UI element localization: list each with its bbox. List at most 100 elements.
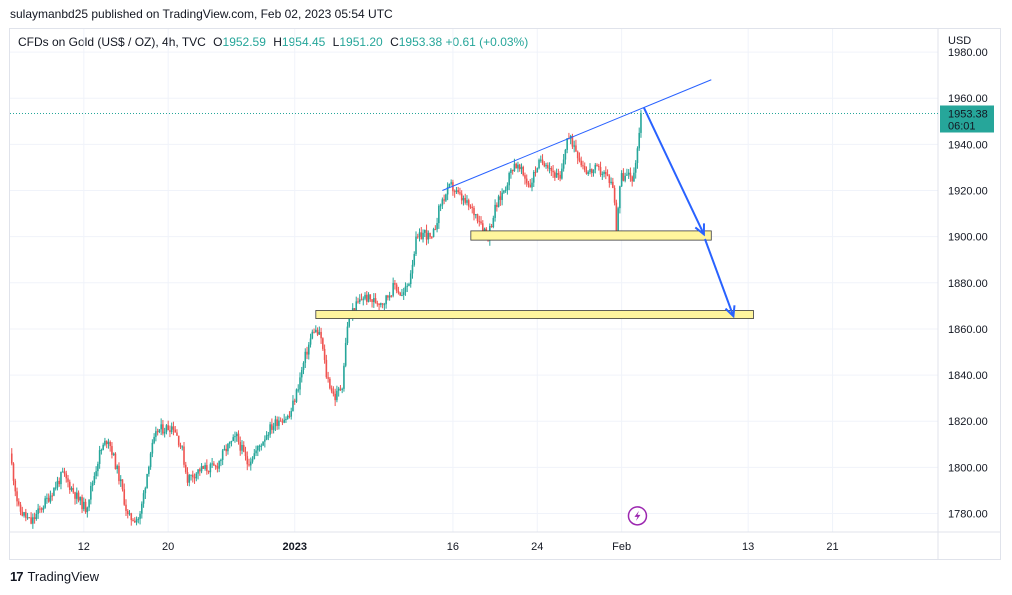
candle-body (272, 426, 275, 430)
candle-body (606, 174, 609, 176)
candle-body (207, 471, 210, 473)
candle-body (46, 497, 48, 499)
candle-body (241, 444, 243, 451)
candle-body (232, 437, 235, 442)
candle-body (334, 393, 336, 401)
candle-body (228, 441, 231, 444)
candle-body (416, 236, 419, 238)
candle-body (629, 172, 632, 177)
projection-arrow (704, 238, 735, 317)
candle-body (355, 301, 358, 313)
candle-body (276, 419, 278, 426)
candle-body (17, 501, 20, 505)
time-axis[interactable]: 12 20 2023 16 24 Feb 13 21 (78, 541, 839, 553)
candle-body (633, 172, 635, 182)
candle-body (462, 197, 465, 201)
candle-body (68, 481, 71, 490)
price-axis[interactable]: 1780.00 1800.00 1820.00 1840.00 1860.00 1880.… (948, 47, 988, 520)
candle-body (478, 221, 481, 223)
candle-body (480, 221, 482, 224)
candle-body (295, 389, 298, 402)
candle-body (211, 463, 213, 465)
candle-body (439, 205, 442, 207)
candle-body (83, 501, 85, 510)
candle-body (573, 145, 575, 147)
candle-body (264, 439, 266, 442)
candle-body (126, 510, 129, 514)
price-tick-label: 1820.00 (948, 416, 988, 428)
legend-change: +0.61 (+0.03%) (445, 35, 529, 49)
candle-body (19, 504, 22, 512)
candle-body (501, 192, 503, 200)
last-price-tag: 1953.38 06:01 (940, 105, 994, 133)
candle-body (346, 326, 349, 343)
candle-body (348, 317, 351, 327)
candle-body (146, 473, 148, 489)
candle-body (302, 362, 305, 370)
candle-body (610, 181, 612, 183)
candle-body (626, 174, 628, 176)
candle-body (634, 163, 637, 173)
candle-body (39, 508, 41, 510)
candle-body (67, 478, 69, 482)
candle-body (128, 513, 131, 515)
candle-body (130, 513, 133, 521)
candle-body (325, 359, 328, 378)
candle-body (415, 236, 417, 255)
candle-body (541, 159, 544, 164)
time-tick-label: 21 (826, 541, 838, 553)
candle-body (476, 214, 479, 222)
projection-arrow (642, 107, 705, 235)
arrow-head-icon (694, 223, 705, 237)
candle-body (529, 184, 532, 188)
candle-body (91, 483, 94, 486)
candle-body (443, 199, 445, 201)
candle-body (239, 442, 242, 451)
candle-body (559, 174, 561, 179)
candle-body (545, 165, 547, 167)
candle-body (23, 512, 25, 516)
candle-body (271, 424, 273, 430)
candle-body (10, 453, 13, 464)
candle-body (133, 521, 136, 523)
candle-body (504, 190, 507, 192)
candle-body (401, 294, 403, 296)
candle-body (550, 168, 553, 171)
candle-body (320, 331, 322, 339)
candle-body (496, 204, 498, 207)
candle-body (260, 445, 263, 447)
candle-body (170, 426, 173, 433)
chart-frame (9, 28, 1001, 560)
candle-body (285, 418, 287, 420)
candle-body (114, 453, 117, 470)
candle-body (100, 449, 103, 451)
candle-body (466, 200, 468, 203)
candle-body (322, 338, 324, 349)
price-tick-label: 1920.00 (948, 186, 988, 198)
price-tick-label: 1980.00 (948, 47, 988, 59)
candle-body (32, 517, 34, 524)
candle-body (459, 192, 461, 194)
candle-body (522, 166, 525, 176)
candle-body (436, 223, 438, 230)
candle-body (116, 465, 119, 470)
candle-body (515, 163, 517, 169)
candle-body (448, 183, 451, 187)
candle-body (72, 487, 75, 493)
candle-body (455, 190, 458, 192)
candle-body (33, 517, 36, 519)
candle-body (58, 480, 61, 485)
price-tick-label: 1800.00 (948, 462, 988, 474)
candle-body (636, 148, 639, 164)
candle-body (438, 205, 440, 224)
candle-body (450, 182, 452, 184)
candle-body (395, 284, 398, 292)
time-tick-label: 16 (447, 541, 459, 553)
candle-body (200, 466, 203, 472)
time-tick-label: 20 (162, 541, 174, 553)
legend-symbol[interactable]: CFDs on Gold (US$ / OZ), 4h, TVC (18, 35, 206, 49)
candle-body (61, 471, 64, 473)
candle-body (65, 473, 68, 479)
candle-body (483, 228, 486, 231)
